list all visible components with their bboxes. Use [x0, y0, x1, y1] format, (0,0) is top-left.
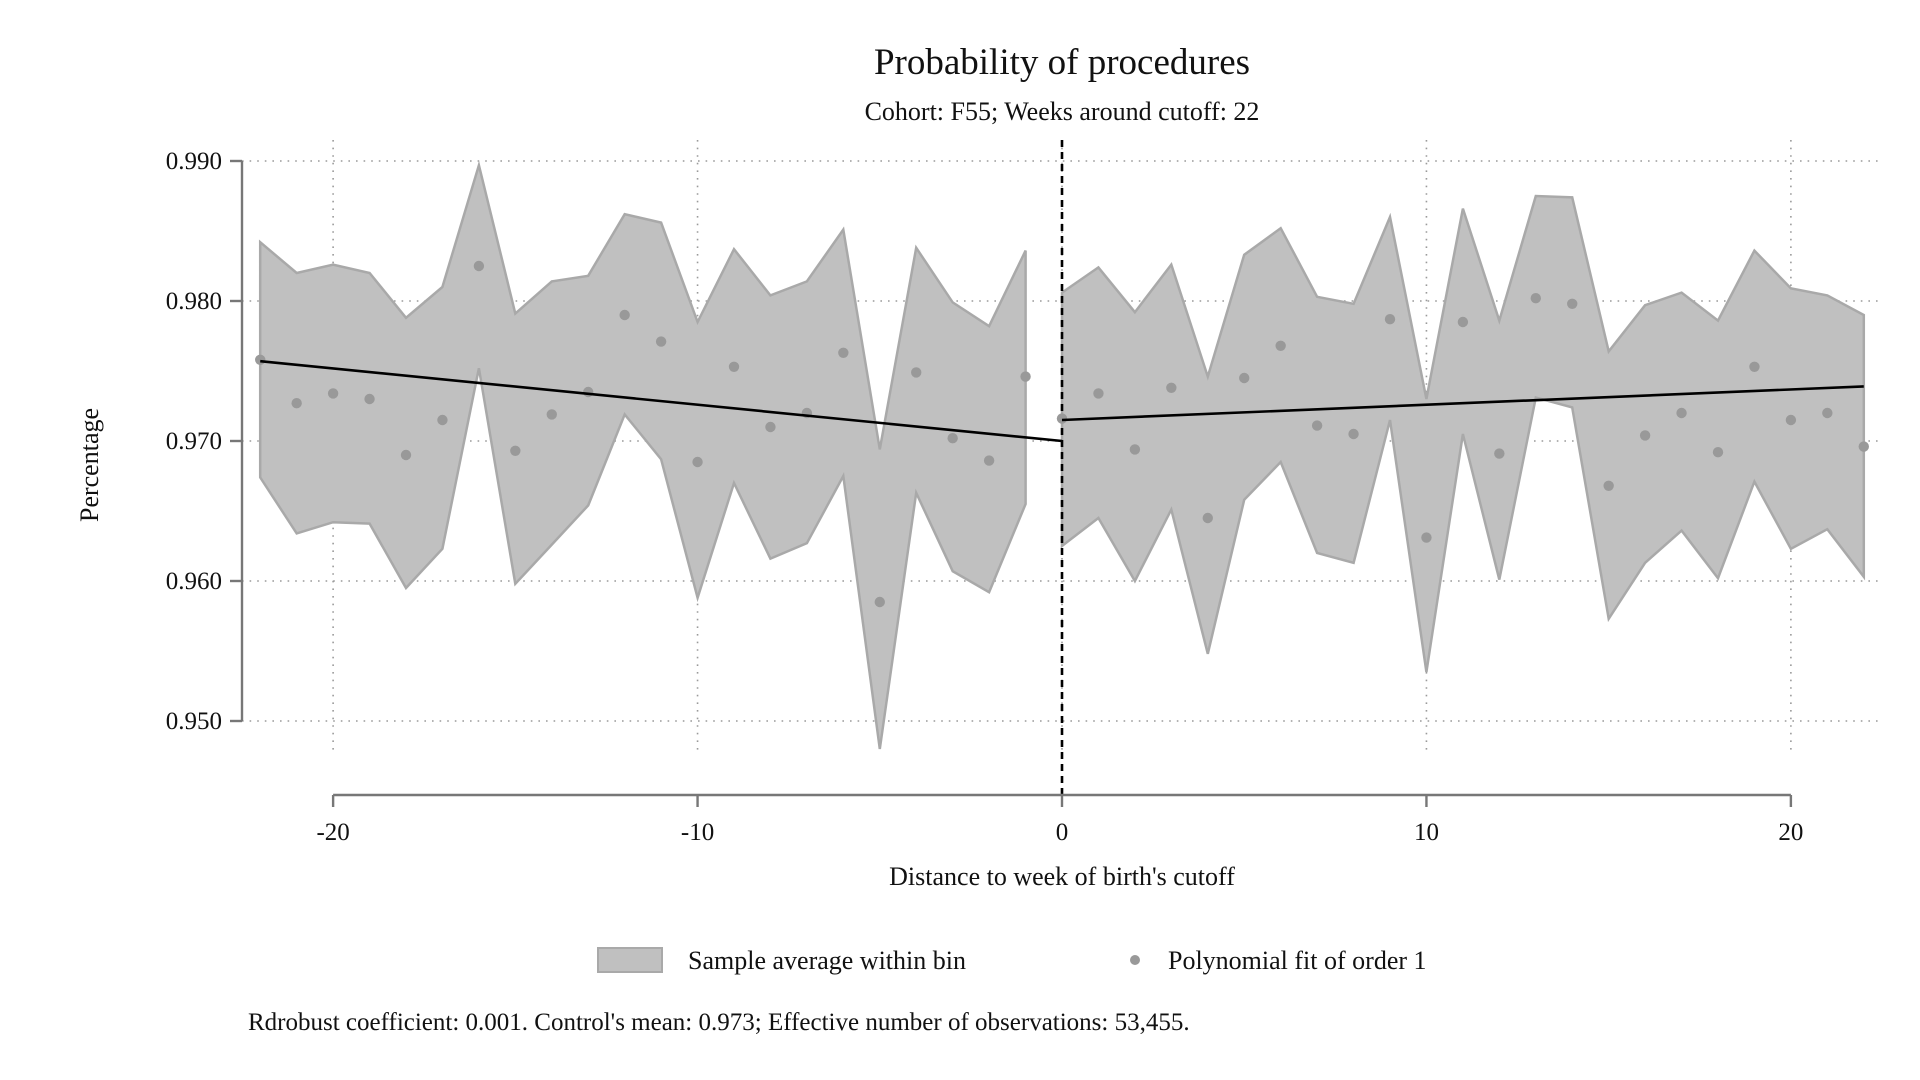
legend-label-band: Sample average within bin [688, 946, 966, 975]
bin-point [1639, 430, 1651, 441]
x-tick-label: -20 [316, 819, 349, 846]
bin-point [1202, 512, 1213, 524]
bin-point [1311, 420, 1323, 431]
bin-point [364, 393, 375, 405]
bin-point [1785, 414, 1797, 426]
bin-point [510, 445, 521, 456]
y-axis-title: Percentage [75, 408, 104, 522]
bin-point [1676, 407, 1687, 419]
bin-point [1275, 340, 1286, 351]
bin-point [1056, 413, 1068, 424]
bin-point [1530, 293, 1541, 304]
x-tick-label: 20 [1778, 819, 1803, 846]
y-tick-label: 0.950 [166, 708, 222, 735]
bin-point [1166, 382, 1177, 393]
confidence-band [258, 160, 1027, 750]
fit-line [1061, 385, 1864, 422]
bin-point [1603, 480, 1614, 491]
bin-point [874, 596, 885, 608]
bin-point [911, 367, 922, 378]
fit-lines [260, 359, 1864, 443]
bin-point [1421, 532, 1432, 543]
y-tick-label: 0.960 [166, 568, 222, 595]
y-tick-label: 0.980 [166, 288, 222, 315]
bin-point [1858, 441, 1869, 452]
bin-point [1020, 371, 1031, 382]
bin-point [728, 361, 740, 372]
bin-point [838, 347, 849, 358]
axes: 0.950 0.960 0.970 0.980 0.990 -20 -10 0 10 20 [166, 148, 1804, 846]
legend: Sample average within bin Polynomial fit… [597, 946, 1427, 975]
bin-point [546, 409, 557, 420]
y-tick-label: 0.970 [166, 428, 222, 455]
bin-point [1129, 444, 1141, 455]
chart-title: Probability of procedures [874, 42, 1250, 83]
legend-swatch-band [597, 947, 663, 973]
bin-point [327, 388, 339, 399]
bin-point [437, 414, 448, 426]
bin-point [1384, 314, 1396, 325]
bin-point [619, 309, 630, 321]
bin-point [1749, 361, 1760, 372]
bin-point [692, 456, 703, 468]
x-axis-title: Distance to week of birth's cutoff [889, 862, 1235, 891]
legend-label-fit: Polynomial fit of order 1 [1168, 946, 1427, 975]
confidence-band [1060, 194, 1866, 673]
x-tick-label: 10 [1414, 819, 1439, 846]
x-tick-label: -10 [681, 819, 714, 846]
bin-point [947, 433, 958, 444]
bin-point [583, 386, 594, 398]
bin-point [291, 398, 302, 409]
bin-point [1457, 316, 1469, 328]
bin-point [1239, 372, 1250, 384]
bin-point [765, 421, 776, 433]
fit-line [260, 359, 1063, 443]
bin-point [1494, 448, 1505, 459]
bin-point [655, 336, 667, 347]
legend-swatch-point [1130, 955, 1140, 965]
confidence-bands [258, 160, 1866, 750]
y-tick-label: 0.990 [166, 148, 222, 175]
bin-point [473, 260, 485, 272]
bin-point [255, 354, 266, 365]
bin-point [1567, 298, 1578, 309]
bin-point [400, 449, 412, 461]
bin-point [1348, 428, 1359, 440]
x-tick-label: 0 [1056, 819, 1069, 846]
chart-subtitle: Cohort: F55; Weeks around cutoff: 22 [865, 97, 1260, 126]
bin-point [1093, 388, 1104, 399]
bin-point [983, 455, 995, 466]
bin-point [1712, 447, 1724, 458]
chart-note: Rdrobust coefficient: 0.001. Control's m… [248, 1009, 1190, 1036]
bin-point [1822, 407, 1833, 419]
